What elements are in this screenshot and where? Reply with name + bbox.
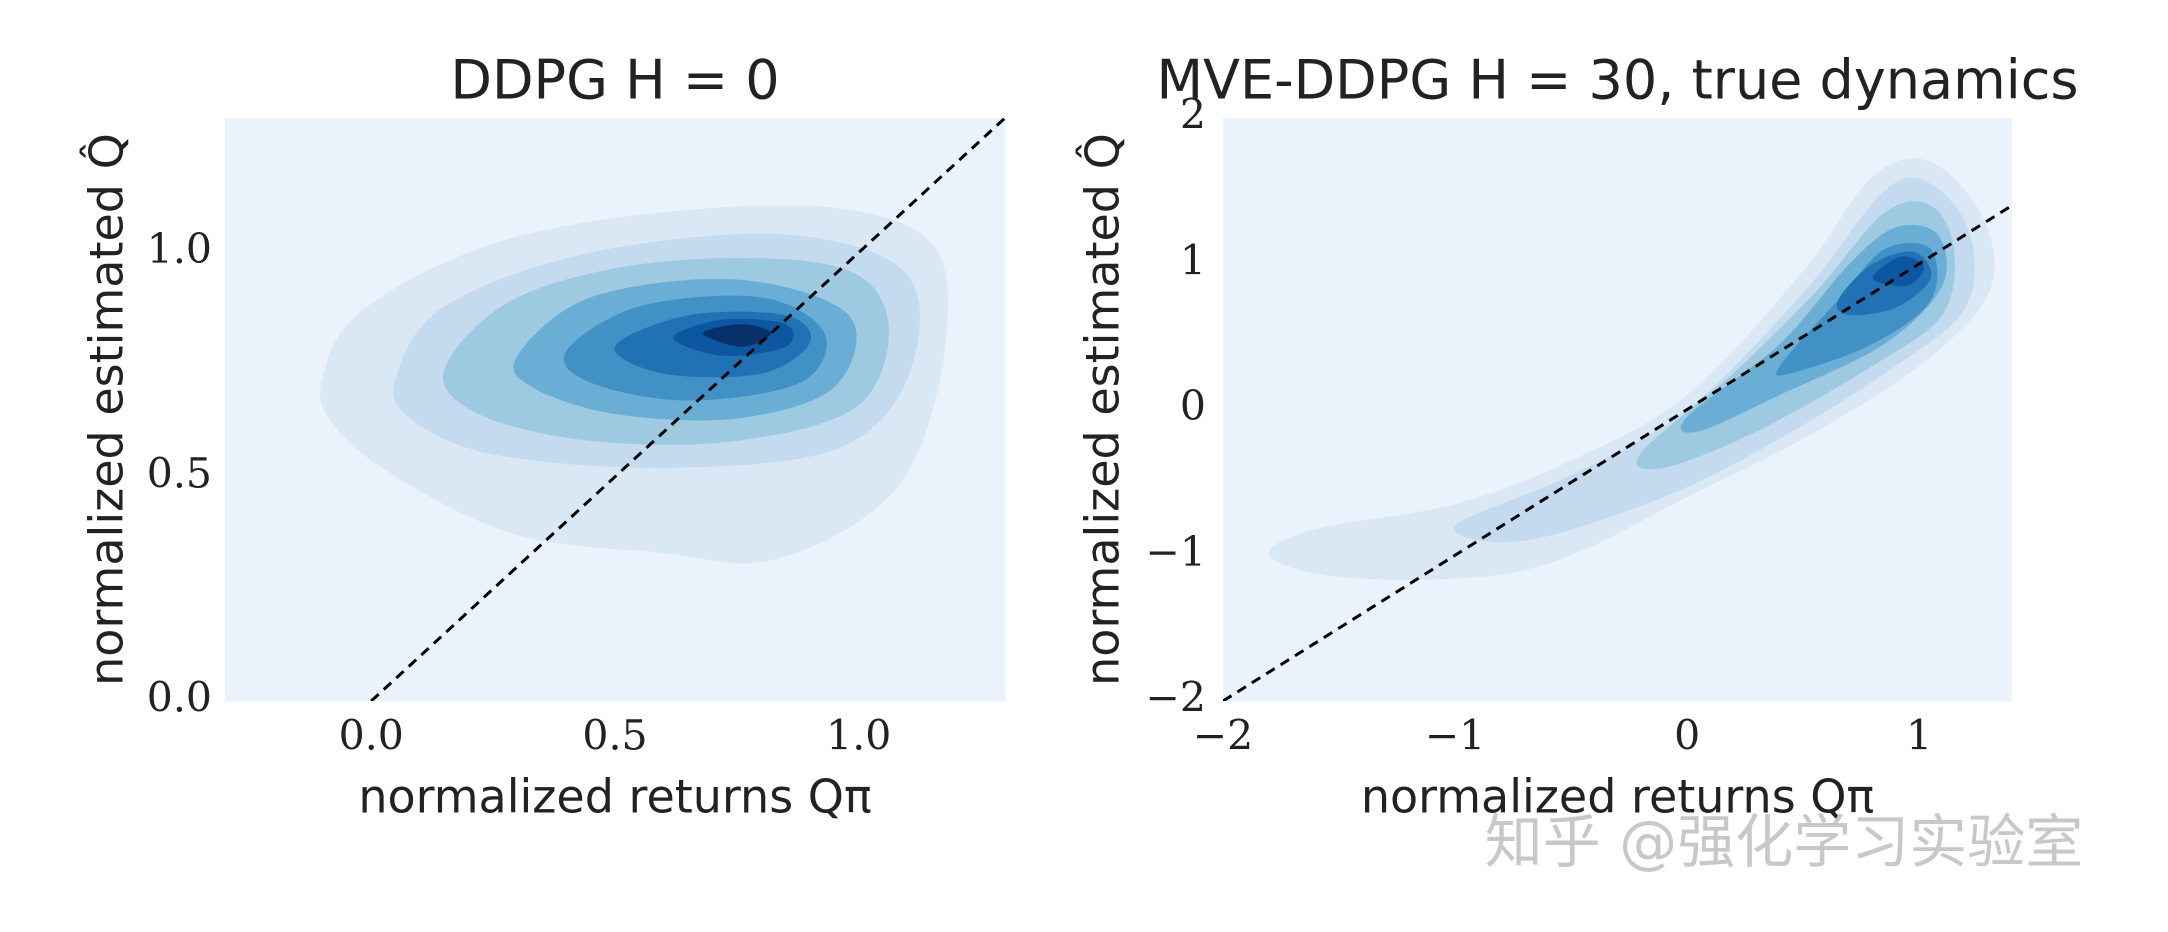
x-tick-label: −1	[1425, 712, 1485, 760]
y-tick-label: −1	[1146, 528, 1206, 576]
y-tick-label: 1.0	[147, 225, 212, 273]
x-tick-label: −2	[1193, 712, 1253, 760]
x-tick-label: 1.0	[826, 712, 891, 760]
y-tick-label: 0.5	[147, 449, 212, 497]
y-tick-label: 2	[1180, 91, 1206, 139]
x-tick-label: 0.5	[582, 712, 647, 760]
reference-line	[1223, 204, 2012, 701]
density-contour	[1268, 158, 1995, 580]
x-tick-label: 0.0	[339, 712, 404, 760]
y-axis-label: normalized estimated Q̂	[1075, 133, 1129, 686]
y-tick-label: 1	[1180, 236, 1206, 284]
watermark: 知乎 @强化学习实验室	[1485, 808, 2083, 876]
plot: 0.0 0.5 1.0 0.0 0.5 1.0 DDPG H = 0 normalized r…	[79, 49, 1005, 824]
x-axis-label: normalized returns Qπ	[358, 770, 871, 824]
chart-title: MVE-DDPG H = 30, true dynamics	[1156, 49, 2078, 112]
x-tick-label: 0	[1674, 712, 1700, 760]
reference-line	[370, 118, 1005, 701]
y-tick-label: 0	[1180, 382, 1206, 430]
y-tick-label: 0.0	[147, 674, 212, 722]
x-tick-label: 1	[1906, 712, 1932, 760]
density-contour	[702, 324, 771, 347]
y-tick-label: −2	[1146, 674, 1206, 722]
density-contour	[1872, 256, 1924, 287]
y-axis-label: normalized estimated Q̂	[79, 133, 133, 686]
plot-area	[1223, 158, 2012, 701]
plot-area	[320, 118, 1005, 701]
x-axis-label: normalized returns Qπ	[1361, 770, 1874, 824]
chart-title: DDPG H = 0	[450, 49, 779, 112]
